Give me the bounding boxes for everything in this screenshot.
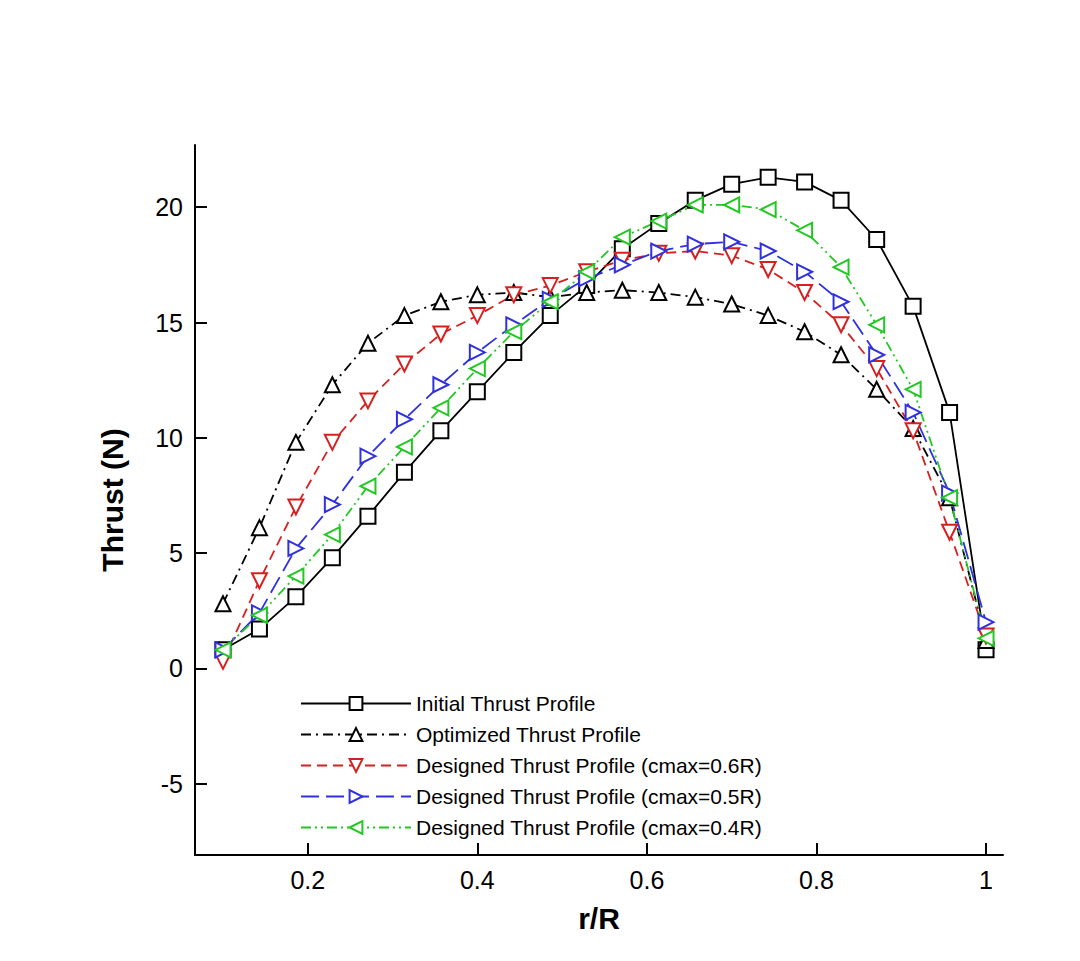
svg-text:10: 10	[155, 424, 183, 452]
svg-text:0.6: 0.6	[630, 866, 665, 894]
svg-text:0.4: 0.4	[460, 866, 495, 894]
svg-text:Thrust (N): Thrust (N)	[96, 428, 129, 571]
svg-text:0.8: 0.8	[799, 866, 834, 894]
svg-text:0.2: 0.2	[290, 866, 325, 894]
svg-text:15: 15	[155, 309, 183, 337]
svg-text:r/R: r/R	[578, 902, 620, 935]
svg-text:Optimized Thrust Profile: Optimized Thrust Profile	[416, 723, 641, 746]
svg-text:1: 1	[979, 866, 993, 894]
svg-text:Designed Thrust Profile (cmax=: Designed Thrust Profile (cmax=0.4R)	[416, 816, 762, 839]
svg-text:0: 0	[169, 654, 183, 682]
svg-text:-5: -5	[161, 770, 183, 798]
svg-text:5: 5	[169, 539, 183, 567]
svg-text:Designed Thrust Profile (cmax=: Designed Thrust Profile (cmax=0.5R)	[416, 785, 762, 808]
svg-text:Initial Thrust Profile: Initial Thrust Profile	[416, 692, 595, 715]
svg-text:Designed Thrust Profile (cmax=: Designed Thrust Profile (cmax=0.6R)	[416, 754, 762, 777]
svg-text:20: 20	[155, 193, 183, 221]
